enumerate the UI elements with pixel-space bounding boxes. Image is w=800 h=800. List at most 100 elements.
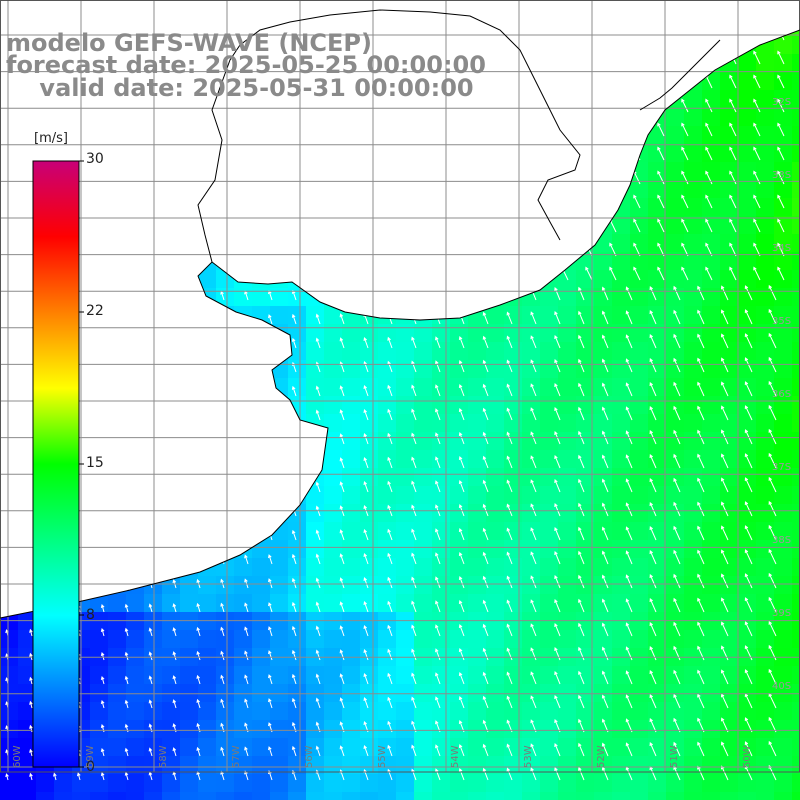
wind-arrow (777, 266, 785, 281)
wind-arrow (697, 597, 705, 613)
wind-arrow (601, 598, 609, 613)
wind-arrow (578, 742, 585, 757)
colorbar (32, 160, 84, 768)
field-cell (342, 666, 361, 685)
field-cell (738, 252, 757, 271)
field-cell (324, 702, 343, 721)
wind-arrow (530, 431, 537, 445)
field-cell (306, 792, 325, 800)
wind-arrow (291, 745, 297, 757)
field-cell (558, 576, 577, 595)
wind-arrow (291, 625, 297, 637)
field-cell (252, 702, 271, 721)
field-cell (756, 774, 775, 793)
field-cell (756, 756, 775, 775)
field-cell (468, 504, 487, 523)
field-cell (522, 504, 541, 523)
field-cell (270, 756, 289, 775)
field-cell (108, 720, 127, 739)
field-cell (540, 450, 559, 469)
field-cell (774, 738, 793, 757)
field-cell (486, 666, 505, 685)
wind-arrow (768, 668, 777, 685)
wind-arrow (458, 432, 465, 445)
field-cell (576, 522, 595, 541)
wind-arrow (435, 360, 441, 373)
field-cell (666, 522, 685, 541)
wind-arrow (5, 773, 9, 781)
wind-arrow (697, 285, 705, 301)
field-cell (378, 378, 397, 397)
field-cell (432, 594, 451, 613)
field-cell (450, 558, 469, 577)
field-cell (198, 612, 217, 631)
field-cell (558, 450, 577, 469)
field-cell (720, 738, 739, 757)
field-cell (306, 702, 325, 721)
wind-arrow (744, 429, 753, 445)
field-cell (756, 486, 775, 505)
field-cell (342, 738, 361, 757)
field-cell (612, 468, 631, 487)
wind-arrow (339, 313, 345, 325)
wind-arrow (220, 746, 225, 757)
wind-arrow (720, 357, 729, 373)
field-cell (198, 630, 217, 649)
field-cell (720, 72, 739, 91)
field-cell (702, 378, 721, 397)
field-cell (630, 756, 649, 775)
field-cell (702, 558, 721, 577)
field-cell (576, 342, 595, 361)
wind-arrow (363, 337, 369, 349)
field-cell (360, 594, 379, 613)
field-cell (126, 630, 145, 649)
wind-arrow (530, 599, 537, 613)
field-cell (720, 342, 739, 361)
wind-arrow (339, 529, 345, 541)
field-cell (702, 432, 721, 451)
field-cell (738, 504, 757, 523)
field-cell (162, 738, 181, 757)
wind-arrow (435, 480, 441, 493)
wind-arrow (681, 266, 689, 281)
field-cell (18, 792, 37, 800)
field-cell (630, 360, 649, 379)
field-cell (504, 486, 523, 505)
wind-arrow (482, 407, 489, 421)
wind-arrow (649, 310, 657, 325)
wind-arrow (673, 669, 681, 685)
field-cell (342, 324, 361, 343)
field-cell (324, 774, 343, 793)
field-cell (270, 558, 289, 577)
field-cell (792, 180, 800, 199)
lon-label: 58W (158, 745, 169, 768)
wind-arrow (506, 431, 513, 445)
field-cell (324, 540, 343, 559)
field-cell (684, 270, 703, 289)
wind-arrow (649, 694, 657, 709)
field-cell (558, 378, 577, 397)
field-cell (288, 774, 307, 793)
field-cell (720, 594, 739, 613)
wind-arrow (268, 314, 273, 325)
field-cell (756, 432, 775, 451)
field-cell (90, 774, 109, 793)
field-cell (630, 180, 649, 199)
field-cell (792, 432, 800, 451)
field-cell (756, 288, 775, 307)
wind-arrow (578, 766, 585, 781)
wind-arrow (124, 699, 129, 709)
land-mask (0, 0, 800, 618)
field-cell (792, 90, 800, 109)
field-cell (648, 468, 667, 487)
field-cell (756, 504, 775, 523)
wind-arrow (458, 384, 465, 397)
field-cell (108, 612, 127, 631)
field-cell (486, 522, 505, 541)
field-cell (720, 396, 739, 415)
field-cell (792, 666, 800, 685)
field-cell (378, 486, 397, 505)
field-cell (234, 720, 253, 739)
latitude-labels: 32S 33S 34S 35S 36S 37S 38S 39S 40S (772, 97, 791, 692)
field-cell (738, 432, 757, 451)
